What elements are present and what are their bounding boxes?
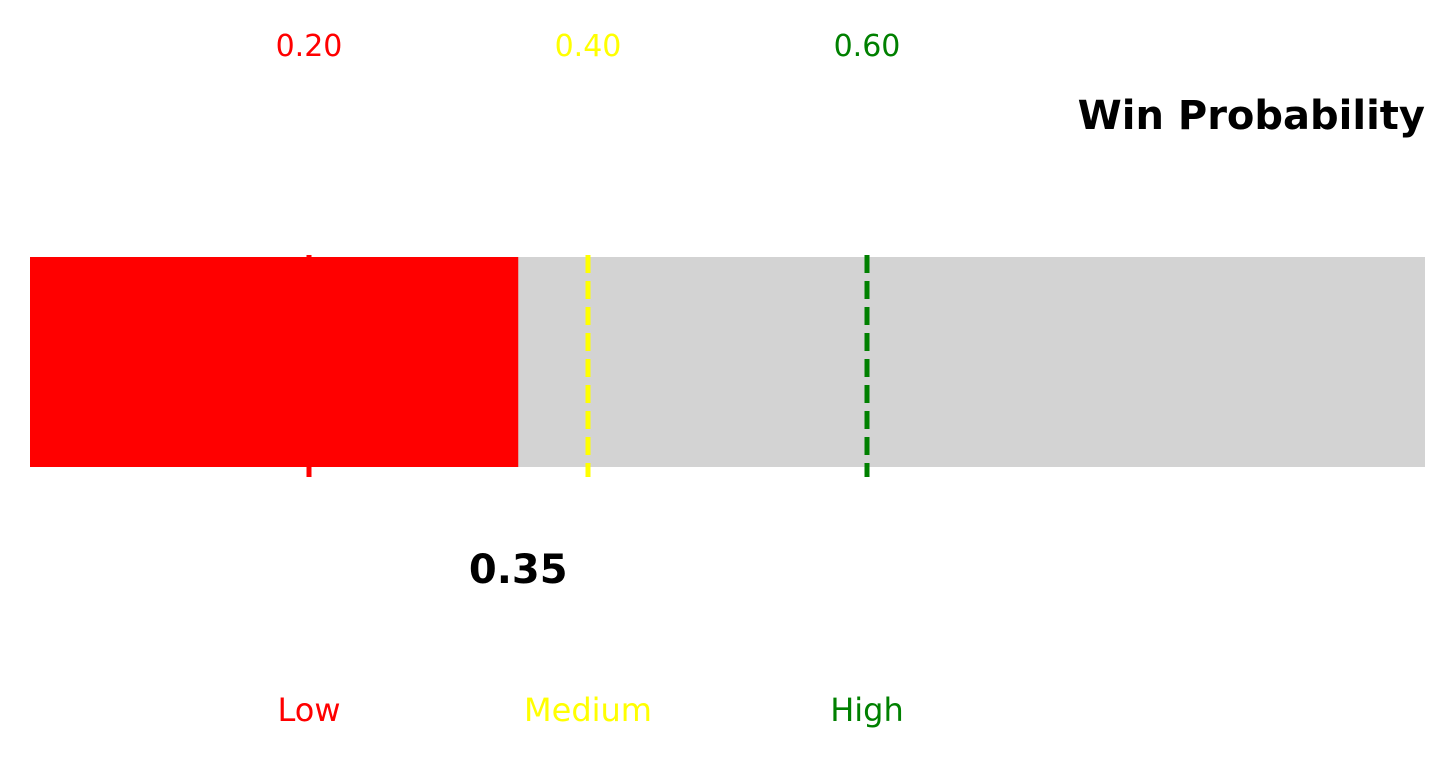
threshold-tick-label-low: 0.20 — [276, 29, 343, 64]
threshold-tick-label-high: 0.60 — [834, 29, 901, 64]
threshold-tick-label-medium: 0.40 — [555, 29, 622, 64]
value-label: 0.35 — [469, 547, 568, 593]
threshold-lines — [306, 255, 870, 477]
threshold-band-label-medium: Medium — [524, 691, 652, 729]
threshold-band-label-high: High — [830, 691, 904, 729]
value-bar — [30, 257, 519, 467]
threshold-band-label-low: Low — [277, 691, 340, 729]
threshold-tick-labels: 0.20 0.40 0.60 — [276, 29, 901, 64]
threshold-band-labels: Low Medium High — [277, 691, 903, 729]
chart-title: Win Probability — [1078, 93, 1425, 139]
